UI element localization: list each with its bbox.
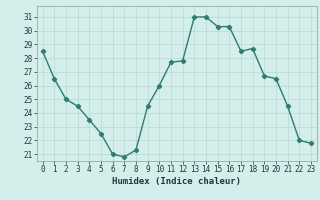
X-axis label: Humidex (Indice chaleur): Humidex (Indice chaleur) [112,177,241,186]
